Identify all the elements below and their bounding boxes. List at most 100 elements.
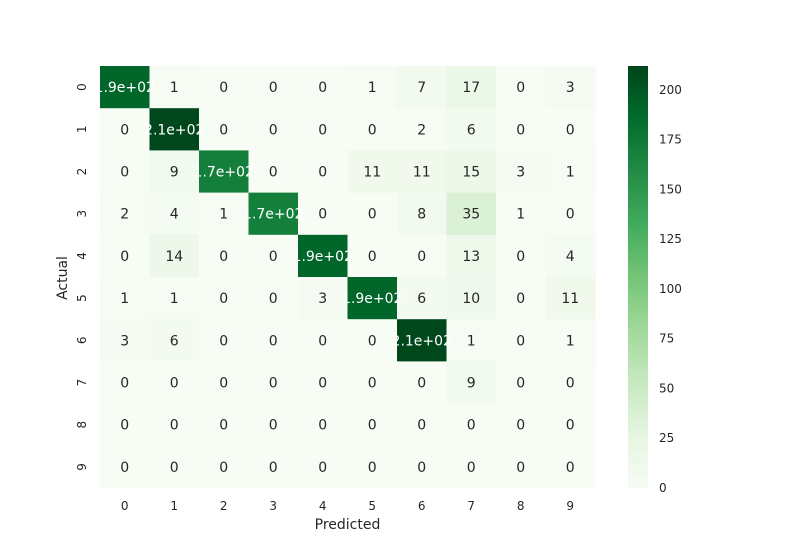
cell-label-8-0: 0 xyxy=(120,418,129,434)
cell-8-2 xyxy=(199,403,250,447)
cell-5-4 xyxy=(298,277,349,320)
colorbar-tick-150: 150 xyxy=(659,182,682,196)
cell-5-5 xyxy=(347,277,398,320)
cell-label-2-0: 0 xyxy=(120,165,129,181)
cell-5-0 xyxy=(100,277,151,320)
cell-6-9 xyxy=(545,319,596,362)
x-tick-3: 3 xyxy=(269,499,277,513)
cell-2-3 xyxy=(248,150,299,194)
cell-8-9 xyxy=(545,403,596,447)
cell-3-5 xyxy=(347,192,398,236)
cell-2-7 xyxy=(446,150,497,194)
cell-label-0-0: 1.9e+02 xyxy=(95,80,155,96)
cell-2-5 xyxy=(347,150,398,194)
cell-label-1-8: 0 xyxy=(516,122,525,138)
y-tick-labels: 0 1 2 3 4 5 6 7 8 9 xyxy=(75,83,89,470)
cell-label-8-5: 0 xyxy=(368,418,377,434)
cell-label-3-8: 1 xyxy=(516,207,525,223)
cell-label-2-2: 1.7e+02 xyxy=(194,165,254,181)
cell-5-9 xyxy=(545,277,596,320)
cell-label-3-3: 1.7e+02 xyxy=(243,207,303,223)
cell-label-7-1: 0 xyxy=(170,376,179,392)
cell-label-5-4: 3 xyxy=(318,291,327,307)
cell-label-1-7: 6 xyxy=(467,122,476,138)
cell-9-9 xyxy=(545,445,596,489)
cell-1-1 xyxy=(149,108,200,151)
cell-9-1 xyxy=(149,445,200,489)
cell-8-0 xyxy=(100,403,151,447)
cell-label-7-8: 0 xyxy=(516,376,525,392)
cell-9-4 xyxy=(298,445,349,489)
heatmap-cells xyxy=(100,66,596,489)
cell-label-6-3: 0 xyxy=(269,333,278,349)
cell-5-2 xyxy=(199,277,250,320)
cell-9-8 xyxy=(496,445,547,489)
cell-label-8-1: 0 xyxy=(170,418,179,434)
cell-6-7 xyxy=(446,319,497,362)
cell-1-3 xyxy=(248,108,299,151)
cell-0-6 xyxy=(397,66,448,109)
cell-label-4-3: 0 xyxy=(269,249,278,265)
cell-4-0 xyxy=(100,234,151,278)
cell-label-2-1: 9 xyxy=(170,165,179,181)
cell-5-3 xyxy=(248,277,299,320)
cell-label-1-5: 0 xyxy=(368,122,377,138)
cell-4-3 xyxy=(248,234,299,278)
cell-0-8 xyxy=(496,66,547,109)
cell-label-9-4: 0 xyxy=(318,460,327,476)
cell-7-1 xyxy=(149,361,200,405)
cell-label-2-7: 15 xyxy=(462,165,480,181)
cell-1-2 xyxy=(199,108,250,151)
cell-label-4-8: 0 xyxy=(516,249,525,265)
cell-label-1-1: 2.1e+02 xyxy=(144,122,204,138)
cell-label-8-7: 0 xyxy=(467,418,476,434)
y-tick-1: 1 xyxy=(75,125,89,133)
cell-label-3-6: 8 xyxy=(417,207,426,223)
cell-4-5 xyxy=(347,234,398,278)
cell-label-4-7: 13 xyxy=(462,249,480,265)
cell-6-0 xyxy=(100,319,151,362)
cell-label-0-4: 0 xyxy=(318,80,327,96)
cell-label-0-3: 0 xyxy=(269,80,278,96)
cell-8-8 xyxy=(496,403,547,447)
cell-0-5 xyxy=(347,66,398,109)
cell-7-6 xyxy=(397,361,448,405)
cell-3-6 xyxy=(397,192,448,236)
cell-2-8 xyxy=(496,150,547,194)
cell-3-1 xyxy=(149,192,200,236)
cell-label-9-0: 0 xyxy=(120,460,129,476)
cell-label-0-2: 0 xyxy=(219,80,228,96)
cell-label-8-9: 0 xyxy=(566,418,575,434)
y-tick-5: 5 xyxy=(75,294,89,302)
cell-label-2-8: 3 xyxy=(516,165,525,181)
cell-label-8-3: 0 xyxy=(269,418,278,434)
colorbar-tick-125: 125 xyxy=(659,232,682,246)
cell-label-1-9: 0 xyxy=(566,122,575,138)
cell-4-2 xyxy=(199,234,250,278)
cell-5-8 xyxy=(496,277,547,320)
cell-label-6-5: 0 xyxy=(368,333,377,349)
cell-label-9-8: 0 xyxy=(516,460,525,476)
cell-label-1-2: 0 xyxy=(219,122,228,138)
cell-6-8 xyxy=(496,319,547,362)
y-axis-label: Actual xyxy=(55,256,71,300)
cell-0-1 xyxy=(149,66,200,109)
cell-label-3-7: 35 xyxy=(462,207,480,223)
cell-label-6-1: 6 xyxy=(170,333,179,349)
cell-label-4-5: 0 xyxy=(368,249,377,265)
cell-label-2-6: 11 xyxy=(413,165,431,181)
cell-4-7 xyxy=(446,234,497,278)
cell-2-1 xyxy=(149,150,200,194)
cell-8-7 xyxy=(446,403,497,447)
cell-1-6 xyxy=(397,108,448,151)
y-tick-4: 4 xyxy=(75,252,89,260)
cell-3-8 xyxy=(496,192,547,236)
cell-label-3-5: 0 xyxy=(368,207,377,223)
colorbar-tick-75: 75 xyxy=(659,332,674,346)
cell-1-9 xyxy=(545,108,596,151)
cell-label-9-5: 0 xyxy=(368,460,377,476)
colorbar-tick-25: 25 xyxy=(659,431,674,445)
cell-label-2-3: 0 xyxy=(269,165,278,181)
cell-label-5-6: 6 xyxy=(417,291,426,307)
cell-label-4-2: 0 xyxy=(219,249,228,265)
